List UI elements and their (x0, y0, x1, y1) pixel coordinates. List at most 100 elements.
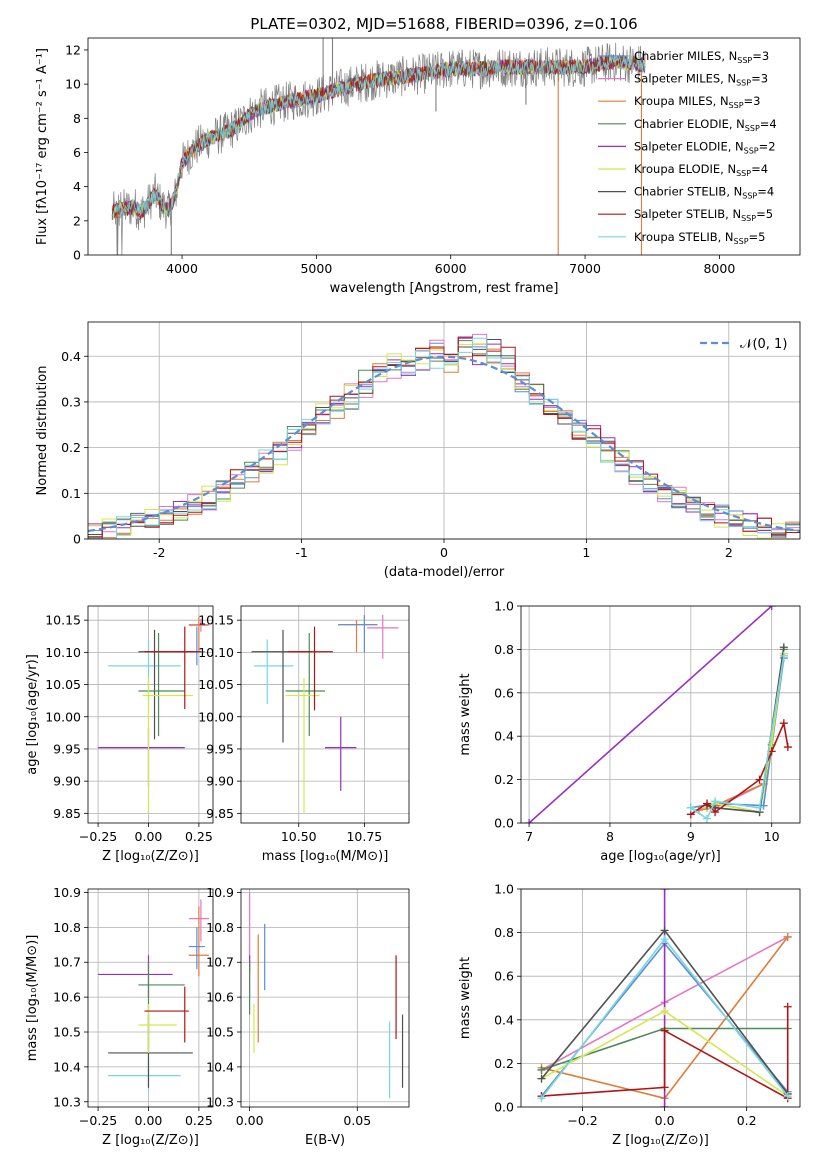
legend-label-tail: =3 (744, 94, 761, 108)
legend-label-tail: =3 (751, 72, 768, 86)
x-tick-label: 9 (687, 829, 695, 844)
y-tick-label: 0.8 (494, 642, 514, 657)
y-tick-label: 0.0 (494, 1100, 514, 1115)
legend-label-main: Kroupa STELIB, N (634, 230, 734, 244)
y-tick-label: 10.5 (206, 1025, 234, 1040)
x-tick-label: 0.00 (135, 829, 163, 844)
weight-marker (779, 651, 788, 660)
y-tick-label: 9.85 (53, 806, 81, 821)
legend-label-main: Kroupa ELODIE, N (634, 162, 736, 176)
weight-marker (767, 606, 776, 610)
y-tick-label: 10.3 (53, 1094, 81, 1109)
legend-label-subscript: SSP (737, 56, 752, 65)
legend-label-subscript: SSP (745, 124, 760, 133)
legend-label-main: Chabrier MILES, N (634, 49, 737, 63)
legend-label-tail: =5 (756, 207, 773, 221)
x-tick-label: −0.25 (79, 829, 117, 844)
weight-marker (783, 1092, 792, 1101)
age-vs-Z-panel: −0.25 0.00 0.25 9.85 9.90 9.95 10.00 10.05 10.10… (25, 605, 214, 864)
mass-vs-ebv-panel: 0.00 0.05 10.3 10.4 10.5 10.6 10.7 10.8 10.9 E(B-… (206, 885, 410, 1148)
y-tick-label: 10.6 (53, 990, 81, 1005)
y-tick-label: 10.7 (53, 955, 81, 970)
x-axis-label: Z [log₁₀(Z/Z⊙)] (102, 849, 199, 864)
x-tick-label: 10.50 (281, 829, 317, 844)
legend-label-main: Chabrier ELODIE, N (634, 117, 745, 131)
weight-marker (711, 797, 720, 806)
errorbar-point (288, 626, 333, 711)
errorbar-point (188, 906, 209, 977)
legend-label: Salpeter MILES, NSSP=3 (634, 72, 768, 88)
y-tick-label: 10.5 (53, 1025, 81, 1040)
residual-histogram (88, 337, 800, 539)
residual-histogram (88, 337, 800, 538)
y-tick-label: 10.4 (53, 1059, 81, 1074)
errorbar-plot-area (98, 616, 209, 814)
legend-label-tail: =4 (751, 162, 768, 176)
x-tick-label: 0 (440, 545, 448, 560)
x-axis-label: (data-model)/error (384, 565, 505, 580)
axes-frame (520, 888, 801, 1108)
errorbar-point (138, 1004, 177, 1053)
x-tick-label: 8 (606, 829, 614, 844)
axes-frame (87, 321, 801, 540)
y-tick-label: 0.2 (494, 772, 514, 787)
y-tick-label: 10 (65, 77, 81, 92)
legend-label: Salpeter ELODIE, NSSP=2 (634, 139, 776, 155)
weight-marker (783, 1002, 792, 1011)
weight-marker (660, 889, 669, 893)
weight-marker (525, 819, 534, 823)
y-tick-label: 8 (73, 111, 81, 126)
legend-label-subscript: SSP (734, 237, 749, 246)
legend-label-subscript: SSP (729, 101, 744, 110)
x-tick-label: 8000 (703, 261, 735, 276)
y-tick-label: 10.05 (198, 677, 234, 692)
y-tick-label: 10.00 (45, 709, 81, 724)
y-axis-label: Flux [fλ10⁻¹⁷ erg cm⁻² s⁻¹ A⁻¹] (35, 48, 50, 245)
y-tick-label: 10.6 (206, 990, 234, 1005)
weight-marker (779, 643, 788, 652)
weight-marker (779, 719, 788, 728)
y-tick-label: 0.1 (61, 486, 81, 501)
errorbar-plot-area (249, 892, 404, 1099)
y-tick-label: 0 (73, 532, 81, 547)
x-tick-label: 7 (525, 829, 533, 844)
y-tick-label: 6 (73, 145, 81, 160)
y-tick-label: 9.90 (53, 774, 81, 789)
legend-label-tail: =4 (757, 185, 774, 199)
legend-label: Chabrier MILES, NSSP=3 (634, 49, 769, 65)
x-axis-label: wavelength [Angstrom, rest frame] (330, 281, 559, 296)
legend-label-main: Salpeter STELIB, N (634, 207, 741, 221)
x-axis-label: E(B-V) (305, 1133, 345, 1148)
x-tick-label: 5000 (300, 261, 332, 276)
weight-marker (537, 1074, 546, 1083)
legend-label: Kroupa MILES, NSSP=3 (634, 94, 760, 110)
errorbar-point (254, 639, 294, 704)
figure-title: PLATE=0302, MJD=51688, FIBERID=0396, z=0… (250, 15, 637, 33)
y-tick-label: 0.4 (494, 729, 514, 744)
y-tick-label: 12 (65, 42, 81, 57)
legend-label: Salpeter STELIB, NSSP=5 (634, 207, 773, 223)
residuals-plot-area (88, 333, 800, 539)
x-tick-label: −0.25 (79, 1113, 117, 1128)
y-tick-label: 10.7 (206, 955, 234, 970)
errorbar-plot-area (98, 899, 209, 1092)
y-tick-label: 10.10 (45, 645, 81, 660)
legend-label: Kroupa STELIB, NSSP=5 (634, 230, 765, 246)
x-tick-label: 0.25 (185, 1113, 213, 1128)
y-tick-label: 10.10 (198, 645, 234, 660)
legend-label: Chabrier STELIB, NSSP=4 (634, 185, 774, 201)
x-tick-label: 6000 (435, 261, 467, 276)
legend-label: Kroupa ELODIE, NSSP=4 (634, 162, 768, 178)
weight-vs-Z-panel: −0.2 0.0 0.2 0.0 0.2 0.4 0.6 0.8 1.0 Z [log₁₀(Z/Z… (458, 882, 801, 1148)
y-tick-label: 1.0 (494, 599, 514, 614)
x-tick-label: 0.00 (236, 1113, 264, 1128)
legend-label-tail: =5 (749, 230, 766, 244)
y-tick-label: 10.00 (198, 709, 234, 724)
residuals-panel: -2 -1 0 1 2 0 0.1 0.2 0.3 0.4 (data-model)/error No… (35, 321, 801, 580)
legend-label-subscript: SSP (736, 169, 751, 178)
y-tick-label: 10.15 (198, 613, 234, 628)
weight-plot-area (525, 606, 792, 823)
y-tick-label: 10.8 (206, 920, 234, 935)
x-tick-label: 0.00 (135, 1113, 163, 1128)
